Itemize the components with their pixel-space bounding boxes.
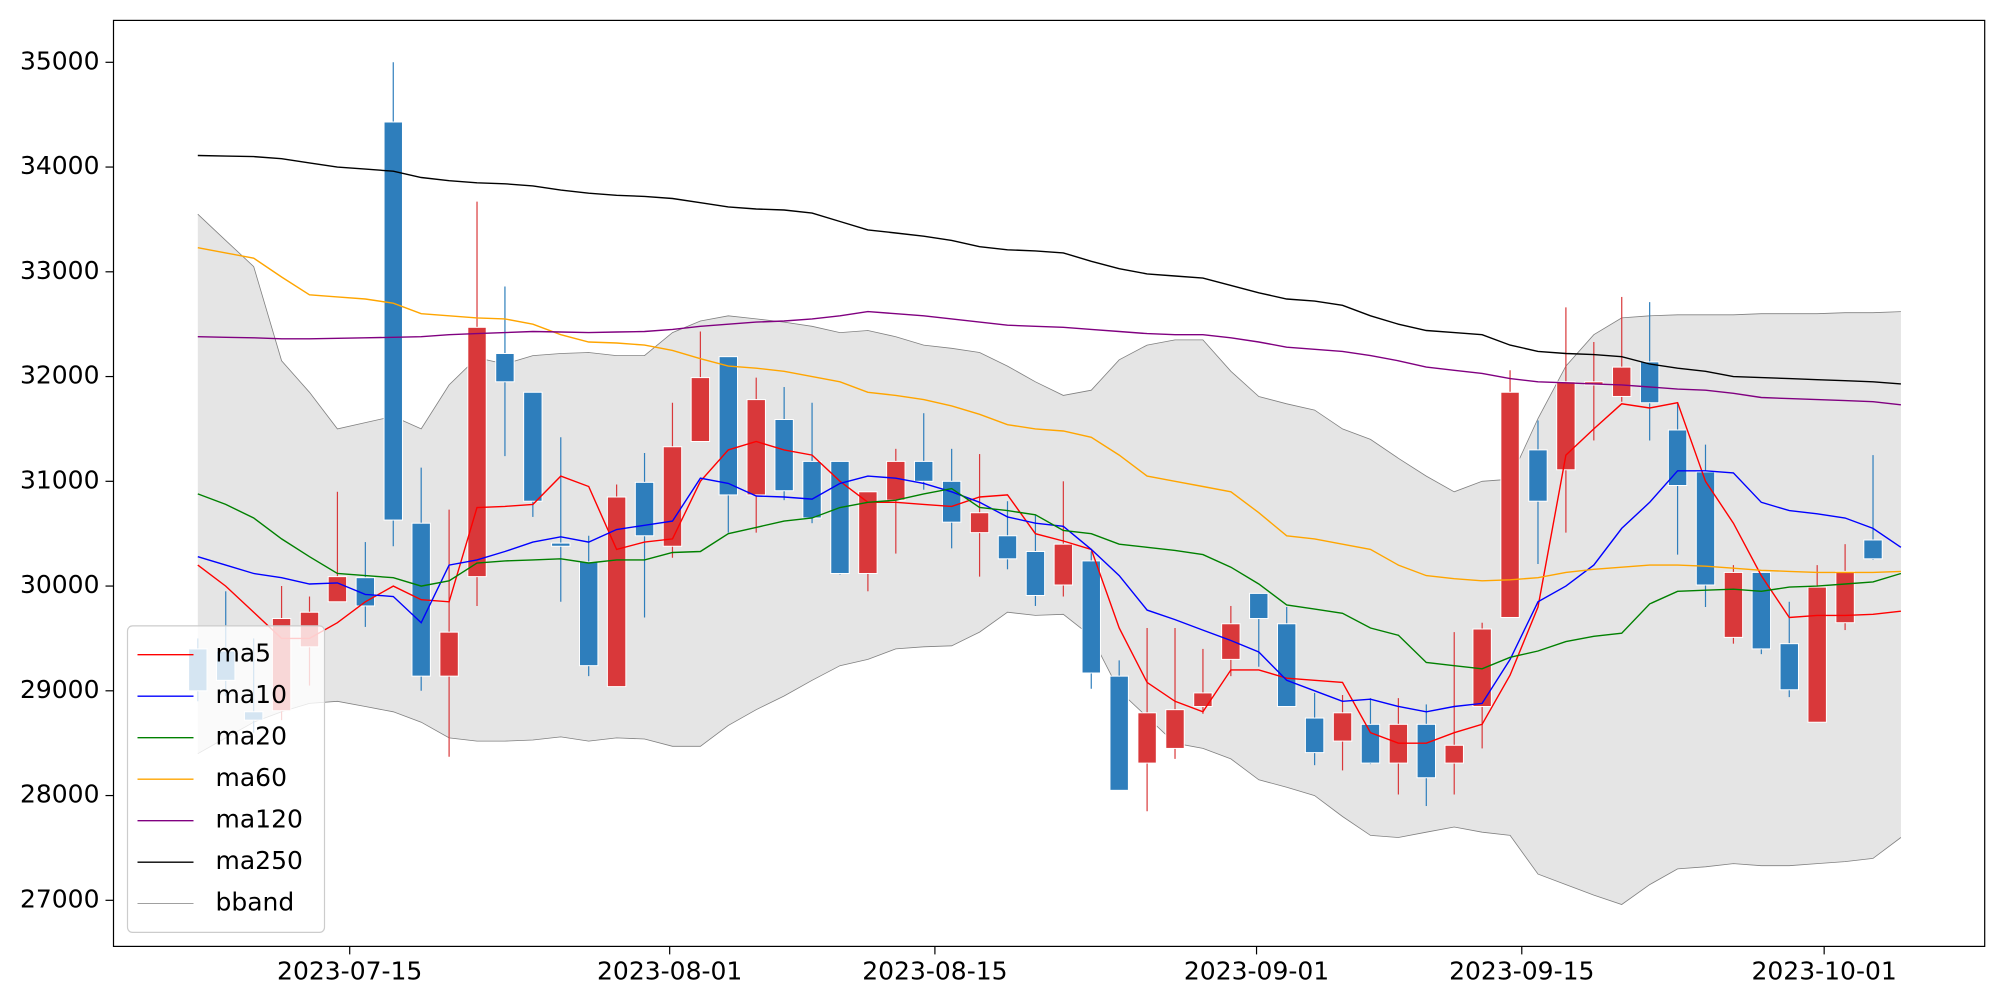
band-fill bbox=[197, 214, 1901, 905]
candle-body bbox=[1807, 586, 1827, 723]
candle-body bbox=[662, 446, 683, 547]
candle-body bbox=[1025, 550, 1046, 596]
candle-body bbox=[383, 121, 403, 521]
candle-body bbox=[858, 491, 878, 574]
candle-body bbox=[439, 631, 459, 677]
y-tick-label: 35000 bbox=[20, 46, 100, 75]
candle-body bbox=[1304, 717, 1325, 754]
candle-body bbox=[1639, 361, 1660, 404]
candle-body bbox=[830, 460, 850, 574]
candle-body bbox=[1667, 429, 1688, 486]
legend-label: ma10 bbox=[216, 680, 287, 709]
candle-body bbox=[690, 377, 711, 442]
legend-label: ma120 bbox=[216, 805, 303, 834]
candle-body bbox=[1444, 744, 1464, 764]
x-tick-label: 2023-08-15 bbox=[862, 956, 1007, 985]
candle-body bbox=[1779, 643, 1799, 691]
candle-body bbox=[1249, 592, 1269, 620]
y-tick-label: 29000 bbox=[20, 675, 100, 704]
candle-body bbox=[1612, 366, 1632, 397]
candle-body bbox=[1723, 571, 1744, 638]
candle-body bbox=[997, 535, 1018, 560]
candle-body bbox=[1221, 623, 1241, 660]
x-tick-label: 2023-09-01 bbox=[1184, 956, 1329, 985]
y-tick-label: 30000 bbox=[20, 570, 100, 599]
legend-box bbox=[126, 625, 326, 934]
candle-body bbox=[1137, 712, 1157, 764]
y-tick-label: 27000 bbox=[20, 884, 100, 913]
candle-body bbox=[1193, 692, 1213, 708]
x-tick-label: 2023-07-15 bbox=[277, 956, 422, 985]
legend-label: ma20 bbox=[216, 722, 287, 751]
y-tick-label: 32000 bbox=[20, 361, 100, 390]
candle-body bbox=[578, 561, 599, 667]
legend-label: ma250 bbox=[216, 846, 303, 875]
plot-frame bbox=[112, 19, 1986, 947]
candle-body bbox=[1053, 543, 1074, 586]
candle-body bbox=[467, 326, 487, 578]
ma-line bbox=[197, 401, 1901, 744]
candle-body bbox=[523, 391, 543, 502]
y-tick-label: 34000 bbox=[20, 151, 100, 180]
candle-body bbox=[634, 481, 655, 537]
legend-label: ma60 bbox=[216, 763, 287, 792]
candle-body bbox=[1416, 723, 1437, 779]
candle-body bbox=[551, 542, 571, 547]
candle-body bbox=[1332, 712, 1353, 742]
candle-body bbox=[774, 419, 794, 492]
candle-body bbox=[327, 576, 348, 603]
band-edge bbox=[197, 611, 1902, 905]
candle-body bbox=[914, 460, 934, 482]
candle-body bbox=[1556, 381, 1576, 471]
ma-line bbox=[197, 487, 1902, 670]
candle-body bbox=[1695, 471, 1716, 586]
candle-body bbox=[718, 356, 739, 496]
candle-body bbox=[606, 496, 627, 688]
y-tick-label: 28000 bbox=[20, 780, 100, 809]
candle-body bbox=[495, 353, 515, 383]
y-tick-label: 31000 bbox=[20, 465, 100, 494]
x-tick-label: 2023-08-01 bbox=[597, 956, 742, 985]
ma-line bbox=[197, 470, 1902, 713]
candle-body bbox=[969, 512, 990, 534]
x-tick-label: 2023-09-15 bbox=[1449, 956, 1594, 985]
candle-body bbox=[1528, 449, 1548, 502]
x-tick-label: 2023-10-01 bbox=[1752, 956, 1897, 985]
y-tick-label: 33000 bbox=[20, 256, 100, 285]
candle-body bbox=[886, 460, 906, 501]
legend-label: bband bbox=[216, 888, 295, 917]
candle-body bbox=[1276, 623, 1297, 708]
candle-body bbox=[802, 460, 822, 519]
ma-line bbox=[197, 154, 1901, 385]
legend-label: ma5 bbox=[216, 639, 272, 668]
candle-body bbox=[1360, 723, 1381, 764]
candle-body bbox=[1081, 560, 1101, 674]
candle-body bbox=[941, 480, 962, 523]
candle-body bbox=[1751, 571, 1772, 650]
ma-line bbox=[197, 310, 1901, 406]
candle-body bbox=[1500, 391, 1520, 618]
candle-body bbox=[1863, 539, 1883, 560]
ma-line bbox=[197, 247, 1901, 582]
candle-body bbox=[746, 399, 766, 496]
candle-body bbox=[1165, 709, 1185, 749]
candle-body bbox=[1109, 675, 1129, 791]
